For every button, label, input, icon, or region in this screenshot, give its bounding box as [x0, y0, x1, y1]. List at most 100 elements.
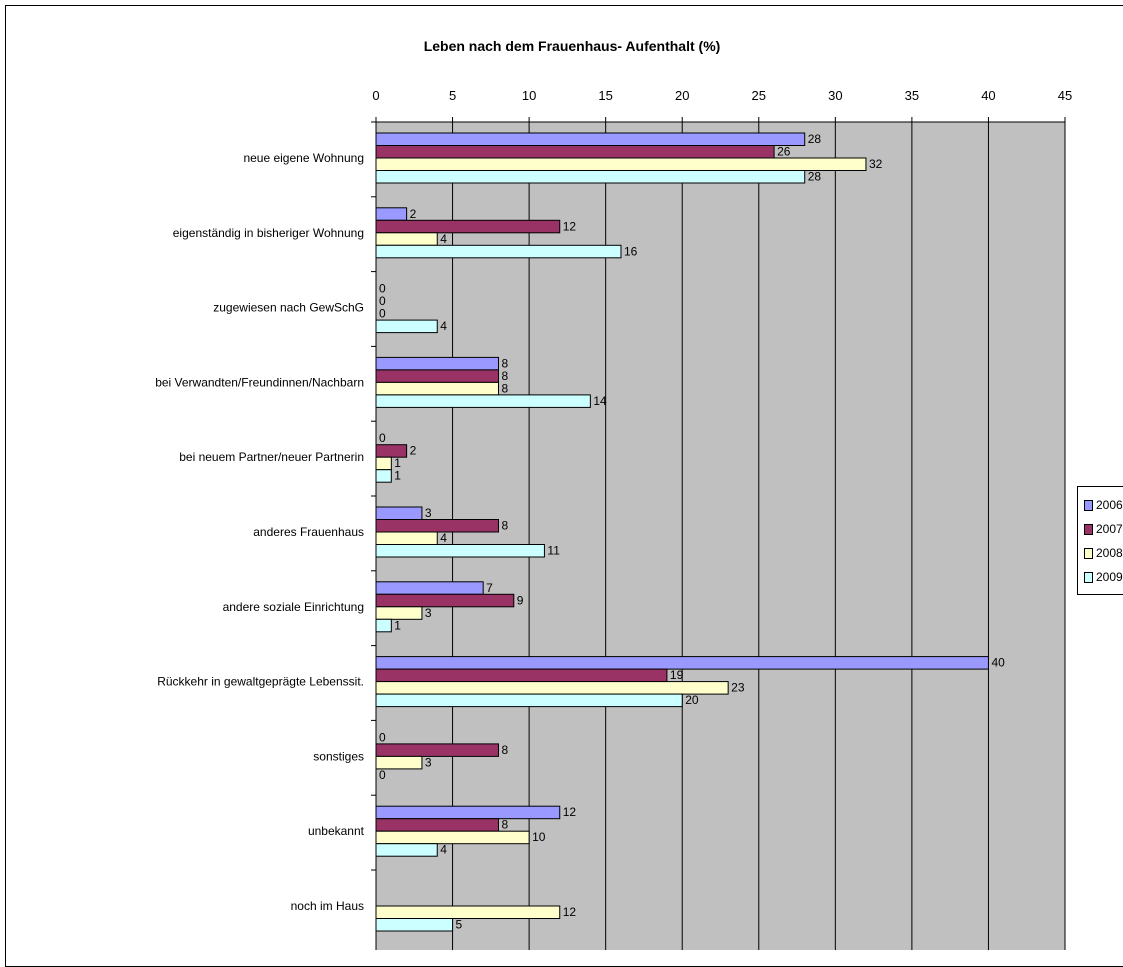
category-label: bei Verwandten/Freundinnen/Nachbarn: [155, 375, 364, 389]
legend-item: 2007: [1084, 521, 1123, 537]
bar-2007: [375, 444, 408, 458]
legend-swatch: [1084, 572, 1093, 584]
data-label: 14: [593, 394, 607, 408]
x-tick-label: 5: [449, 88, 456, 103]
data-label: 1: [394, 618, 401, 632]
bar-2007: [375, 219, 561, 234]
bar-2008: [375, 157, 867, 171]
data-label: 0: [379, 431, 386, 445]
bar-2007: [375, 818, 499, 832]
x-tick-label: 15: [598, 88, 612, 103]
data-label: 11: [547, 544, 560, 558]
category-label: noch im Haus: [291, 899, 364, 913]
bar-2006: [375, 506, 423, 520]
category-label: zugewiesen nach GewSchG: [213, 301, 364, 315]
legend-label: 2006: [1096, 498, 1123, 512]
data-label: 1: [394, 456, 401, 470]
legend-item: 2009: [1084, 569, 1123, 585]
bar-2008: [375, 531, 438, 545]
data-label: 8: [501, 369, 508, 383]
data-label: 7: [486, 581, 493, 595]
bar-2006: [375, 581, 484, 595]
bar-2007: [375, 519, 499, 533]
x-tick-label: 0: [372, 88, 379, 103]
bar-2006: [375, 356, 499, 371]
data-label: 20: [685, 693, 699, 707]
data-label: 40: [991, 656, 1005, 670]
bar-2008: [375, 755, 423, 770]
data-label: 4: [440, 232, 447, 246]
bar-2006: [375, 805, 561, 820]
data-label: 9: [517, 593, 524, 607]
data-label: 8: [501, 743, 508, 757]
data-label: 12: [563, 805, 577, 819]
bar-2009: [375, 394, 591, 408]
data-label: 0: [379, 768, 386, 782]
data-label: 26: [777, 145, 791, 159]
x-tick-label: 10: [522, 88, 536, 103]
data-label: 8: [501, 519, 508, 533]
data-label: 0: [379, 730, 386, 744]
legend-item: 2006: [1084, 497, 1123, 513]
data-label: 5: [456, 918, 463, 932]
data-label: 4: [440, 531, 447, 545]
x-tick-label: 45: [1058, 88, 1072, 103]
category-label: anderes Frauenhaus: [253, 525, 364, 539]
bar-2009: [375, 693, 683, 708]
data-label: 8: [501, 356, 508, 370]
category-label: andere soziale Einrichtung: [223, 600, 364, 614]
legend-swatch: [1084, 524, 1093, 536]
category-label: Rückkehr in gewaltgeprägte Lebenssit.: [157, 675, 364, 689]
x-tick-label: 35: [905, 88, 919, 103]
bar-2009: [375, 319, 438, 334]
data-label: 8: [501, 818, 508, 832]
bar-2009: [375, 618, 392, 633]
legend-swatch: [1084, 500, 1093, 512]
legend: 2006 2007 2008 2009: [1077, 486, 1123, 595]
x-tick-label: 25: [752, 88, 766, 103]
bar-2007: [375, 593, 515, 608]
data-label: 1: [394, 469, 401, 483]
category-label: bei neuem Partner/neuer Partnerin: [179, 450, 364, 464]
data-label: 4: [440, 843, 447, 857]
x-tick-label: 20: [675, 88, 689, 103]
legend-item: 2008: [1084, 545, 1123, 561]
x-tick-label: 30: [828, 88, 842, 103]
bar-2008: [375, 232, 438, 246]
category-label: eigenständig in bisheriger Wohnung: [173, 226, 364, 240]
data-label: 28: [808, 170, 822, 184]
data-label: 12: [563, 219, 577, 233]
bar-2006: [375, 656, 989, 670]
bar-2008: [375, 456, 392, 471]
bar-2008: [375, 606, 423, 620]
data-label: 16: [624, 244, 638, 258]
bar-2009: [375, 469, 392, 483]
category-label: unbekannt: [308, 824, 365, 838]
legend-label: 2009: [1096, 570, 1123, 584]
bar-2009: [375, 843, 438, 857]
data-label: 8: [501, 381, 508, 395]
legend-swatch: [1084, 548, 1093, 560]
data-label: 3: [425, 506, 432, 520]
legend-label: 2007: [1096, 522, 1123, 536]
x-tick-label: 40: [981, 88, 995, 103]
bar-2006: [375, 207, 408, 221]
bar-2006: [375, 132, 806, 146]
data-label: 2: [410, 444, 417, 458]
bar-2007: [375, 145, 775, 159]
data-label: 10: [532, 830, 546, 844]
legend-label: 2008: [1096, 546, 1123, 560]
category-label: neue eigene Wohnung: [243, 151, 364, 165]
bar-2009: [375, 918, 454, 932]
bar-2008: [375, 381, 499, 396]
data-label: 23: [731, 681, 745, 695]
bar-2007: [375, 369, 499, 383]
data-label: 0: [379, 294, 386, 308]
bar-2009: [375, 544, 545, 558]
bar-2007: [375, 668, 668, 683]
data-label: 3: [425, 606, 432, 620]
bar-2008: [375, 681, 729, 695]
bar-2007: [375, 743, 499, 757]
category-label: sonstiges: [313, 749, 364, 763]
